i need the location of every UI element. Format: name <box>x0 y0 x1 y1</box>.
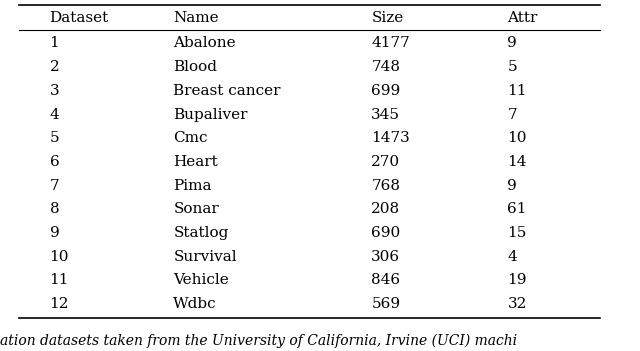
Text: Attr: Attr <box>508 11 538 25</box>
Text: 345: 345 <box>371 107 401 121</box>
Text: 4177: 4177 <box>371 37 410 51</box>
Text: 4: 4 <box>508 250 517 264</box>
Text: 9: 9 <box>49 226 60 240</box>
Text: 6: 6 <box>49 155 60 169</box>
Text: 569: 569 <box>371 297 401 311</box>
Text: ation datasets taken from the University of California, Irvine (UCI) machi: ation datasets taken from the University… <box>0 333 517 347</box>
Text: Bupaliver: Bupaliver <box>173 107 248 121</box>
Text: 61: 61 <box>508 202 527 216</box>
Text: 5: 5 <box>508 60 517 74</box>
Text: Sonar: Sonar <box>173 202 219 216</box>
Text: Dataset: Dataset <box>49 11 109 25</box>
Text: 748: 748 <box>371 60 401 74</box>
Text: Heart: Heart <box>173 155 218 169</box>
Text: 2: 2 <box>49 60 60 74</box>
Text: 846: 846 <box>371 273 401 287</box>
Text: 9: 9 <box>508 179 517 193</box>
Text: Name: Name <box>173 11 219 25</box>
Text: Pima: Pima <box>173 179 212 193</box>
Text: 9: 9 <box>508 37 517 51</box>
Text: Wdbc: Wdbc <box>173 297 217 311</box>
Text: Size: Size <box>371 11 404 25</box>
Text: 306: 306 <box>371 250 401 264</box>
Text: 7: 7 <box>508 107 517 121</box>
Text: Vehicle: Vehicle <box>173 273 229 287</box>
Text: 270: 270 <box>371 155 401 169</box>
Text: 1473: 1473 <box>371 131 410 145</box>
Text: Blood: Blood <box>173 60 218 74</box>
Text: Abalone: Abalone <box>173 37 236 51</box>
Text: 690: 690 <box>371 226 401 240</box>
Text: 5: 5 <box>49 131 59 145</box>
Text: 19: 19 <box>508 273 527 287</box>
Text: 4: 4 <box>49 107 60 121</box>
Text: 10: 10 <box>49 250 69 264</box>
Text: 1: 1 <box>49 37 60 51</box>
Text: 7: 7 <box>49 179 59 193</box>
Text: 10: 10 <box>508 131 527 145</box>
Text: 8: 8 <box>49 202 59 216</box>
Text: 14: 14 <box>508 155 527 169</box>
Text: 12: 12 <box>49 297 69 311</box>
Text: 3: 3 <box>49 84 59 98</box>
Text: Statlog: Statlog <box>173 226 228 240</box>
Text: Breast cancer: Breast cancer <box>173 84 281 98</box>
Text: 15: 15 <box>508 226 527 240</box>
Text: Cmc: Cmc <box>173 131 208 145</box>
Text: 699: 699 <box>371 84 401 98</box>
Text: 11: 11 <box>508 84 527 98</box>
Text: Survival: Survival <box>173 250 237 264</box>
Text: 11: 11 <box>49 273 69 287</box>
Text: 768: 768 <box>371 179 401 193</box>
Text: 208: 208 <box>371 202 401 216</box>
Text: 32: 32 <box>508 297 527 311</box>
